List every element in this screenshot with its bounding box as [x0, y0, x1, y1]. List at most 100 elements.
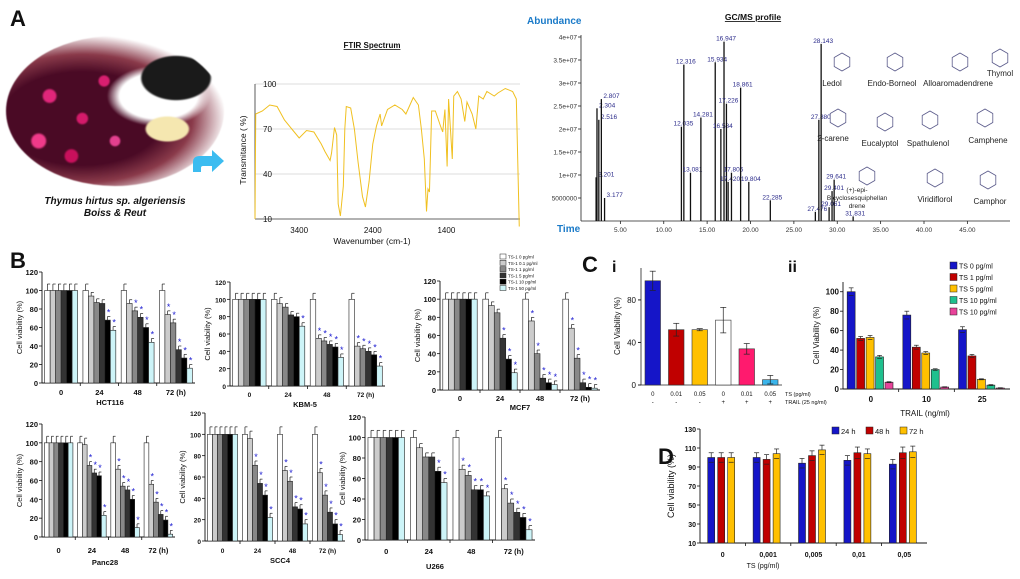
y-tick-label: 120	[25, 268, 38, 277]
structure-name: 2-carene	[817, 134, 849, 143]
significance-star: *	[134, 298, 138, 308]
x-category-label: 48	[536, 394, 544, 403]
y-tick-label: 0	[197, 539, 201, 546]
significance-star: *	[379, 354, 383, 364]
bar	[967, 355, 977, 390]
y-tick-label: 0	[34, 379, 38, 388]
y-tick-label: 100	[25, 439, 38, 448]
x-category-label: 0	[721, 552, 725, 559]
y-tick-label: 0	[432, 386, 436, 395]
bar	[298, 325, 306, 387]
bar	[175, 349, 182, 384]
bar	[129, 499, 135, 538]
significance-star: *	[172, 310, 176, 320]
cell-line-label: MCF7	[510, 403, 530, 412]
bar	[337, 534, 343, 542]
legend-label: TS 10 pg/ml	[959, 298, 997, 305]
legend-swatch	[499, 272, 507, 279]
significance-star: *	[508, 346, 512, 356]
y-tick-label: 60	[30, 477, 38, 486]
bar	[707, 457, 716, 544]
legend-label: TS 5 pg/ml	[959, 287, 993, 294]
x-axis-label: TS (pg/ml)	[747, 563, 780, 570]
significance-star: *	[514, 360, 518, 370]
significance-star: *	[132, 487, 136, 497]
significance-star: *	[522, 504, 526, 514]
legend-label: TS-1 5 pg/ml	[508, 273, 534, 278]
significance-star: *	[461, 456, 465, 466]
structure-name: Camphor	[974, 197, 1007, 206]
significance-star: *	[373, 342, 377, 352]
bar	[249, 299, 256, 387]
y-tick-label: 120	[423, 277, 436, 286]
ftir-xtick-label: 3400	[290, 226, 308, 235]
bar	[507, 502, 515, 541]
bar	[459, 298, 467, 391]
structure-name: Spathulenol	[907, 139, 949, 148]
bar	[912, 346, 921, 390]
significance-star: *	[127, 477, 131, 487]
gcms-xtick-label: 15.00	[699, 227, 716, 234]
y-tick-label: 100	[190, 432, 201, 439]
y-tick-label: 80	[830, 307, 839, 316]
bar	[247, 438, 253, 542]
y-axis-label: Cell viability (%)	[413, 308, 422, 362]
bar	[379, 437, 387, 541]
y-tick-label: 40	[627, 338, 636, 347]
structure-name: Endo-Borneol	[868, 79, 917, 88]
bar	[519, 517, 527, 541]
bar	[902, 314, 912, 390]
significance-star: *	[467, 462, 471, 472]
significance-star: *	[323, 328, 327, 338]
significance-star: *	[480, 477, 484, 487]
bar	[644, 280, 661, 386]
bar	[53, 442, 59, 538]
y-tick-label: 80	[428, 313, 436, 322]
significance-star: *	[145, 315, 149, 325]
significance-star: *	[528, 517, 532, 527]
bar	[243, 299, 250, 387]
significance-star: *	[368, 339, 372, 349]
bar	[282, 470, 288, 542]
photo-caption-line2: Boiss & Reut	[83, 208, 147, 219]
y-tick-label: 100	[826, 288, 840, 297]
legend-label: TS-1 0 pg/ml	[508, 255, 534, 260]
panel-label-c-i: i	[612, 259, 616, 276]
gcms-peak-label: 17.226	[718, 98, 738, 105]
panel-label-b: B	[10, 248, 26, 273]
gcms-ytick-label: 5000000	[552, 196, 578, 203]
bar	[539, 377, 547, 391]
gcms-peak-label: 2.807	[603, 93, 620, 100]
significance-star: *	[259, 470, 263, 480]
bar	[921, 352, 931, 390]
y-tick-label: 80	[219, 315, 227, 322]
significance-star: *	[339, 521, 343, 531]
bar	[376, 365, 383, 387]
ftir-y-axis-label: Transmitance ( %)	[238, 115, 248, 184]
bar	[82, 290, 89, 384]
y-axis-label: Cell Viability (%)	[613, 297, 622, 355]
bar	[321, 340, 328, 387]
bar	[237, 299, 245, 387]
bar	[525, 529, 533, 541]
gcms-peak-label: 14.281	[693, 112, 713, 119]
bar	[143, 442, 150, 538]
bar	[875, 356, 884, 390]
significance-star: *	[284, 457, 288, 467]
y-tick-label: 60	[194, 475, 202, 482]
bar	[167, 533, 173, 538]
y-tick-label: 20	[194, 518, 202, 525]
significance-star: *	[340, 345, 344, 355]
ftir-x-axis-label: Wavenumber (cm-1)	[333, 236, 410, 246]
y-tick-label: 130	[684, 427, 696, 434]
gcms-peak-label: 29.061	[821, 201, 841, 208]
bar	[252, 464, 258, 542]
bar	[115, 468, 121, 538]
gcms-xtick-label: 25.00	[786, 227, 803, 234]
bar	[67, 442, 74, 538]
significance-star: *	[486, 483, 490, 493]
bar	[293, 316, 300, 387]
y-tick-label: 100	[348, 434, 361, 443]
x-category-label: 48	[121, 546, 129, 555]
